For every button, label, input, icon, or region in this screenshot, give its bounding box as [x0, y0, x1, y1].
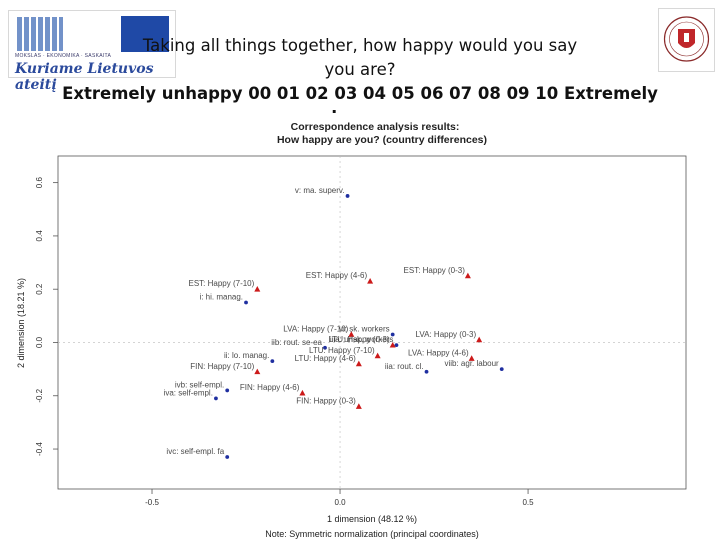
data-point-circle — [345, 194, 350, 198]
x-axis-label: 1 dimension (48.12 %) — [327, 514, 417, 524]
data-point-circle — [424, 369, 429, 374]
data-point-triangle — [468, 355, 475, 361]
point-label: LVA: Happy (4-6) — [408, 348, 469, 357]
point-label: LTU: Happy (0-3) — [328, 335, 390, 344]
point-label: viib: agr. labour — [444, 359, 499, 368]
point-label: EST: Happy (0-3) — [404, 266, 466, 275]
data-point-triangle — [299, 389, 306, 396]
correspondence-chart: Correspondence analysis results: How hap… — [16, 121, 687, 539]
data-point-triangle — [389, 341, 396, 348]
point-label: LVA: Happy (7-10) — [283, 324, 348, 333]
data-point-triangle — [374, 352, 381, 359]
point-label: EST: Happy (7-10) — [188, 279, 254, 288]
slide-title: Taking all things together, how happy wo… — [40, 34, 680, 130]
point-label: FIN: Happy (4-6) — [240, 383, 300, 392]
data-point-triangle — [355, 403, 362, 409]
point-label: EST: Happy (4-6) — [306, 271, 368, 280]
chart-title: Correspondence analysis results: — [291, 121, 460, 133]
point-label: FIN: Happy (0-3) — [296, 396, 356, 405]
y-tick-label: 0.6 — [35, 177, 44, 189]
point-label: iva: self-empl. — [164, 388, 213, 397]
data-point-circle — [323, 345, 327, 350]
esf-logo: MOKSLAS · EKONOMIKA · SASKAITA Kuriame L… — [8, 10, 176, 93]
data-point-triangle — [254, 368, 261, 375]
data-point-triangle — [367, 278, 374, 284]
point-label: vi: sk. workers — [339, 324, 390, 333]
x-tick-label: 0.5 — [522, 498, 534, 507]
data-point-circle — [499, 367, 504, 372]
y-tick-label: 0.0 — [35, 336, 44, 348]
data-point-triangle — [476, 336, 483, 343]
y-tick-label: 0.4 — [35, 230, 44, 242]
point-label: ivb: self-empl. — [175, 380, 224, 389]
university-crest-icon — [658, 8, 715, 72]
point-label: ii: lo. manag. — [224, 351, 269, 360]
slide-header: MOKSLAS · EKONOMIKA · SASKAITA Kuriame L… — [0, 0, 720, 127]
data-point-circle — [225, 388, 230, 393]
data-point-triangle — [348, 331, 355, 337]
data-point-circle — [270, 359, 275, 364]
y-tick-label: -0.2 — [35, 388, 44, 402]
x-tick-label: 0.0 — [334, 498, 346, 507]
point-label: iiia: unsk. workers — [330, 335, 394, 344]
point-label: ivc: self-empl. fa — [166, 447, 224, 456]
point-label: LTU: Happy (4-6) — [295, 354, 357, 363]
data-point-circle — [244, 300, 248, 305]
point-label: iia: rout. cl. — [385, 362, 424, 371]
chart-note: Note: Symmetric normalization (principal… — [265, 529, 479, 539]
chart-subtitle: How happy are you? (country differences) — [277, 134, 487, 146]
slide-title-line1: Taking all things together, how happy wo… — [142, 36, 578, 55]
plot-frame — [57, 155, 687, 490]
data-point-circle — [214, 396, 218, 401]
data-point-triangle — [254, 286, 261, 292]
points-group: v: ma. superv. i: hi. manag. vi: sk. worke… — [164, 186, 504, 459]
axes-group: -0.5 0.0 0.5 -0.4 -0.2 0.0 0.2 0.4 0.6 — [35, 156, 686, 507]
mosaic-emblem-icon — [17, 17, 63, 51]
slide-title-line2: you are? — [324, 60, 396, 79]
x-tick-label: -0.5 — [145, 498, 159, 507]
y-tick-label: 0.2 — [35, 283, 44, 295]
data-point-triangle — [355, 360, 362, 367]
logo-org-text: MOKSLAS · EKONOMIKA · SASKAITA — [15, 53, 112, 59]
data-point-triangle — [464, 272, 471, 279]
logo-slogan: Kuriame Lietuvos ateitį — [15, 61, 154, 93]
y-axis-label: 2 dimension (18.21 %) — [16, 278, 26, 368]
point-label: FIN: Happy (7-10) — [190, 362, 254, 371]
y-tick-label: -0.4 — [35, 442, 44, 456]
point-label: LTU: Happy (7-10) — [309, 346, 375, 355]
data-point-circle — [390, 332, 395, 337]
data-point-circle — [225, 455, 230, 459]
data-point-circle — [394, 343, 399, 348]
point-label: v: ma. superv. — [295, 186, 345, 195]
point-label: LVA: Happy (0-3) — [416, 330, 477, 339]
point-label: iib: rout. se-ea — [271, 338, 322, 347]
chart-area: Correspondence analysis results: How hap… — [0, 113, 720, 540]
eu-flag-icon — [121, 16, 169, 52]
point-label: i: hi. manag. — [199, 293, 243, 302]
